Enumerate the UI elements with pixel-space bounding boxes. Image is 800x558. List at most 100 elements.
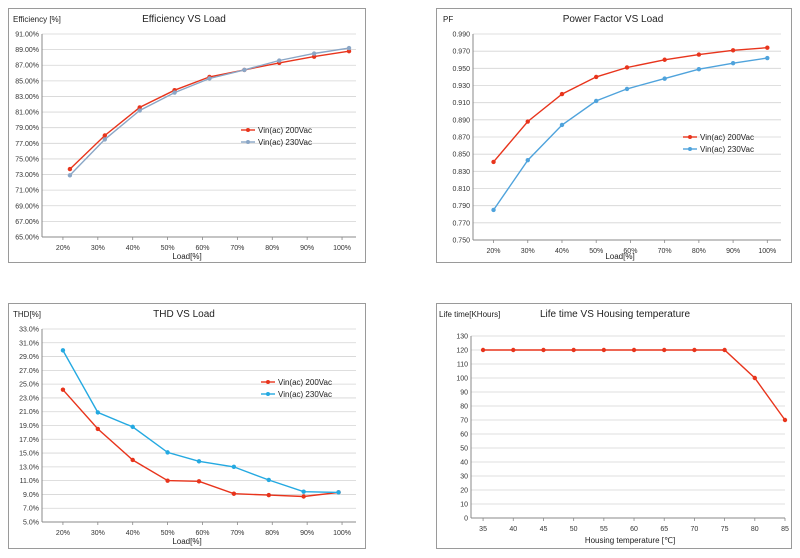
y-tick-label: 0 [464, 516, 468, 523]
x-tick-label: 50% [161, 530, 175, 537]
y-tick-label: 40 [460, 460, 468, 467]
y-tick-label: 50 [460, 446, 468, 453]
data-point [207, 76, 212, 81]
y-tick-label: 90 [460, 390, 468, 397]
data-point [765, 55, 770, 61]
chart-title: Efficiency VS Load [142, 14, 226, 25]
y-tick-label: 19.0% [19, 423, 39, 430]
legend-marker-2 [266, 392, 270, 396]
y-tick-label: 7.0% [23, 506, 39, 513]
y-tick-label: 11.0% [20, 478, 39, 485]
x-tick-label: 60% [195, 245, 209, 252]
legend-marker-1 [688, 135, 692, 139]
x-axis-label: Load[%] [172, 252, 201, 261]
data-point [102, 137, 108, 142]
x-axis-label: Load[%] [605, 252, 634, 261]
x-tick-label: 20% [56, 245, 70, 252]
y-tick-label: 0.890 [452, 117, 470, 124]
x-tick-label: 35 [479, 526, 487, 533]
y-tick-label: 0.770 [452, 220, 470, 227]
data-point [730, 60, 736, 66]
x-tick-label: 40% [555, 248, 569, 255]
data-point [60, 387, 66, 392]
data-point [137, 108, 142, 113]
data-point [559, 122, 565, 128]
y-axis-label: Efficiency [%] [13, 15, 61, 24]
legend-marker-2 [688, 147, 692, 151]
data-point [130, 457, 135, 463]
y-tick-label: 81.00% [15, 110, 39, 117]
x-tick-label: 30% [91, 245, 105, 252]
y-tick-label: 9.0% [23, 492, 39, 499]
y-tick-label: 0.950 [452, 66, 470, 73]
y-tick-label: 0.750 [452, 238, 470, 245]
y-tick-label: 60 [460, 432, 468, 439]
y-tick-label: 70 [460, 418, 468, 425]
y-tick-label: 65.00% [15, 235, 39, 242]
x-tick-label: 80 [751, 526, 759, 533]
x-tick-label: 80% [692, 248, 706, 255]
y-tick-label: 110 [457, 362, 468, 369]
y-tick-label: 17.0% [19, 437, 39, 444]
y-tick-label: 31.0% [19, 340, 39, 347]
y-tick-label: 0.850 [452, 152, 470, 159]
y-tick-label: 0.990 [452, 32, 470, 39]
x-tick-label: 80% [265, 530, 279, 537]
legend-label-1: Vin(ac) 200Vac [258, 126, 312, 135]
data-point [571, 347, 576, 353]
data-point [696, 66, 702, 72]
legend-label-2: Vin(ac) 230Vac [278, 390, 332, 399]
y-tick-label: 77.00% [15, 141, 39, 148]
x-tick-label: 80% [265, 245, 279, 252]
x-tick-label: 70 [691, 526, 699, 533]
y-tick-label: 130 [456, 334, 468, 341]
y-tick-label: 33.0% [19, 327, 39, 334]
lifetime-chart-panel: Life time VS Housing temperature Life tim… [436, 303, 792, 549]
thd-chart: THD VS Load THD[%] Load[%] 5.0% 7.0% 9.0% 11.0… [13, 309, 356, 546]
data-point [594, 98, 599, 104]
y-axis-label: Life time[KHours] [439, 310, 500, 319]
data-point [242, 67, 247, 73]
y-tick-label: 69.00% [15, 203, 39, 210]
x-tick-label: 40% [126, 245, 140, 252]
y-tick-label: 89.00% [15, 47, 39, 54]
data-point [346, 48, 352, 54]
power-factor-chart: Power Factor VS Load PF Load[%] 0.750 0.770 0… [443, 14, 781, 261]
legend-label-2: Vin(ac) 230Vac [258, 138, 312, 147]
x-axis-label: Housing temperature [℃] [585, 536, 675, 545]
data-point [765, 45, 770, 50]
y-tick-label: 67.00% [15, 219, 39, 226]
y-tick-label: 75.00% [15, 156, 39, 163]
data-point [311, 54, 317, 59]
x-tick-label: 50% [589, 248, 603, 255]
data-point [67, 173, 73, 178]
y-tick-label: 0.790 [452, 203, 470, 210]
data-point [137, 105, 142, 110]
y-tick-label: 0.870 [452, 135, 470, 142]
y-tick-label: 0.830 [452, 169, 470, 176]
series-line-2 [62, 350, 339, 494]
data-point [165, 450, 170, 455]
legend-marker-1 [246, 128, 250, 132]
chart-title: Life time VS Housing temperature [540, 309, 691, 320]
data-point [662, 347, 667, 353]
data-point [130, 424, 135, 430]
data-point [692, 347, 697, 353]
data-point [60, 348, 66, 353]
legend-marker-2 [246, 140, 250, 144]
y-tick-label: 71.00% [15, 188, 39, 195]
data-point [491, 159, 496, 165]
y-tick-label: 25.0% [19, 382, 39, 389]
x-tick-label: 65 [660, 526, 668, 533]
data-point [541, 347, 546, 353]
x-tick-label: 60% [195, 530, 209, 537]
data-point [559, 91, 565, 97]
x-tick-label: 40 [509, 526, 517, 533]
lifetime-chart: Life time VS Housing temperature Life tim… [439, 309, 789, 545]
x-tick-label: 45 [540, 526, 548, 533]
x-tick-label: 100% [758, 248, 776, 255]
data-point [336, 490, 341, 495]
y-tick-label: 13.0% [19, 464, 39, 471]
x-tick-label: 90% [300, 245, 314, 252]
